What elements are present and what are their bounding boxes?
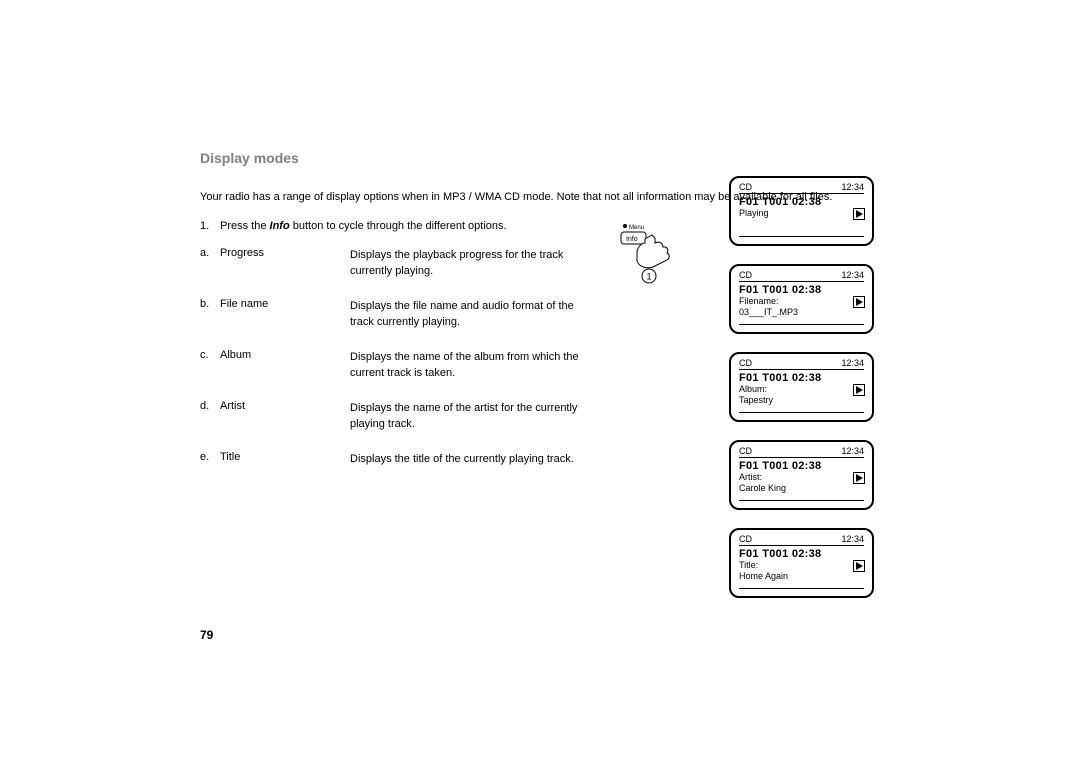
lcd-mode: CD xyxy=(739,270,752,280)
lcd-divider xyxy=(739,500,864,501)
lcd-info-1: Artist: xyxy=(739,472,864,483)
item-desc: Displays the name of the artist for the … xyxy=(350,400,580,433)
page-title: Display modes xyxy=(200,150,880,166)
lcd-clock: 12:34 xyxy=(841,358,864,368)
item-term: Album xyxy=(220,349,350,382)
step1-em: Info xyxy=(270,220,290,232)
info-button-illustration: Menu Info 1 xyxy=(619,221,674,296)
item-desc: Displays the playback progress for the t… xyxy=(350,247,580,280)
lcd-info-1: Filename: xyxy=(739,296,864,307)
lcd-divider xyxy=(739,236,864,237)
lcd-clock: 12:34 xyxy=(841,534,864,544)
lcd-info-1: Title: xyxy=(739,560,864,571)
lcd-divider xyxy=(739,324,864,325)
play-icon xyxy=(853,208,865,220)
info-button-svg: Menu Info 1 xyxy=(619,221,679,291)
lcd-info-2: Home Again xyxy=(739,571,864,582)
lcd-screen-filename: CD 12:34 F01 T001 02:38 Filename: 03___I… xyxy=(729,264,874,334)
menu-label: Menu xyxy=(629,225,644,231)
play-icon xyxy=(853,384,865,396)
item-letter: a. xyxy=(200,247,220,280)
lcd-clock: 12:34 xyxy=(841,270,864,280)
lcd-clock: 12:34 xyxy=(841,182,864,192)
lcd-track: F01 T001 02:38 xyxy=(739,284,864,296)
item-desc: Displays the name of the album from whic… xyxy=(350,349,580,382)
item-letter: b. xyxy=(200,298,220,331)
lcd-divider xyxy=(739,588,864,589)
lcd-clock: 12:34 xyxy=(841,446,864,456)
item-letter: e. xyxy=(200,451,220,468)
step-number: 1. xyxy=(200,219,220,234)
step1-post: button to cycle through the different op… xyxy=(290,220,507,232)
item-term: Title xyxy=(220,451,350,468)
lcd-info-2: 03___IT_.MP3 xyxy=(739,307,864,318)
lcd-screens-column: CD 12:34 F01 T001 02:38 Playing CD 12:34… xyxy=(729,176,874,616)
lcd-screen-title: CD 12:34 F01 T001 02:38 Title: Home Agai… xyxy=(729,528,874,598)
lcd-mode: CD xyxy=(739,182,752,192)
lcd-info-1: Album: xyxy=(739,384,864,395)
item-term: Artist xyxy=(220,400,350,433)
item-letter: c. xyxy=(200,349,220,382)
item-desc: Displays the title of the currently play… xyxy=(350,451,580,468)
lcd-track: F01 T001 02:38 xyxy=(739,460,864,472)
play-icon xyxy=(853,560,865,572)
lcd-screen-artist: CD 12:34 F01 T001 02:38 Artist: Carole K… xyxy=(729,440,874,510)
lcd-mode: CD xyxy=(739,358,752,368)
lcd-divider xyxy=(739,412,864,413)
info-label: Info xyxy=(626,236,638,243)
item-term: Progress xyxy=(220,247,350,280)
finger-number: 1 xyxy=(647,272,652,282)
item-desc: Displays the file name and audio format … xyxy=(350,298,580,331)
item-letter: d. xyxy=(200,400,220,433)
item-term: File name xyxy=(220,298,350,331)
lcd-track: F01 T001 02:38 xyxy=(739,548,864,560)
play-icon xyxy=(853,472,865,484)
lcd-mode: CD xyxy=(739,534,752,544)
lcd-screen-album: CD 12:34 F01 T001 02:38 Album: Tapestry xyxy=(729,352,874,422)
lcd-track: F01 T001 02:38 xyxy=(739,372,864,384)
lcd-info-1: Playing xyxy=(739,208,864,219)
lcd-track: F01 T001 02:38 xyxy=(739,196,864,208)
lcd-mode: CD xyxy=(739,446,752,456)
step1-pre: Press the xyxy=(220,220,270,232)
play-icon xyxy=(853,296,865,308)
page-number: 79 xyxy=(200,628,213,642)
lcd-screen-progress: CD 12:34 F01 T001 02:38 Playing xyxy=(729,176,874,246)
lcd-info-2: Carole King xyxy=(739,483,864,494)
lcd-info-2: Tapestry xyxy=(739,395,864,406)
